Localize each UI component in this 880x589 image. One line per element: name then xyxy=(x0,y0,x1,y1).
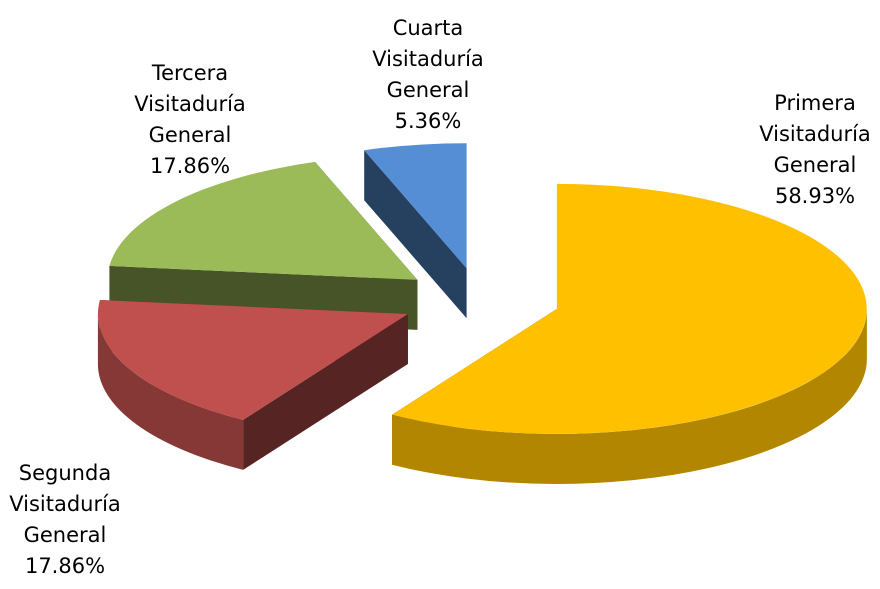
slice-side xyxy=(364,150,467,319)
slice-label: Segunda Visitaduría General 17.86% xyxy=(0,458,140,582)
category-label: Tercera Visitaduría General xyxy=(134,61,246,147)
value-label: 17.86% xyxy=(24,554,106,578)
slice-label: Cuarta Visitaduría General 5.36% xyxy=(353,13,503,137)
slice-wall xyxy=(97,314,244,470)
slice xyxy=(109,161,418,280)
category-label: Cuarta Visitaduría General xyxy=(372,16,484,102)
value-label: 17.86% xyxy=(149,154,231,178)
slice xyxy=(392,183,867,434)
slice-wall xyxy=(392,308,867,484)
slice xyxy=(364,143,467,269)
slice xyxy=(97,300,408,420)
value-label: 58.93% xyxy=(774,184,856,208)
category-label: Segunda Visitaduría General xyxy=(9,461,121,547)
value-label: 5.36% xyxy=(394,109,462,133)
slice-label: Primera Visitaduría General 58.93% xyxy=(740,88,880,212)
slice-label: Tercera Visitaduría General 17.86% xyxy=(115,58,265,182)
category-label: Primera Visitaduría General xyxy=(759,91,871,177)
